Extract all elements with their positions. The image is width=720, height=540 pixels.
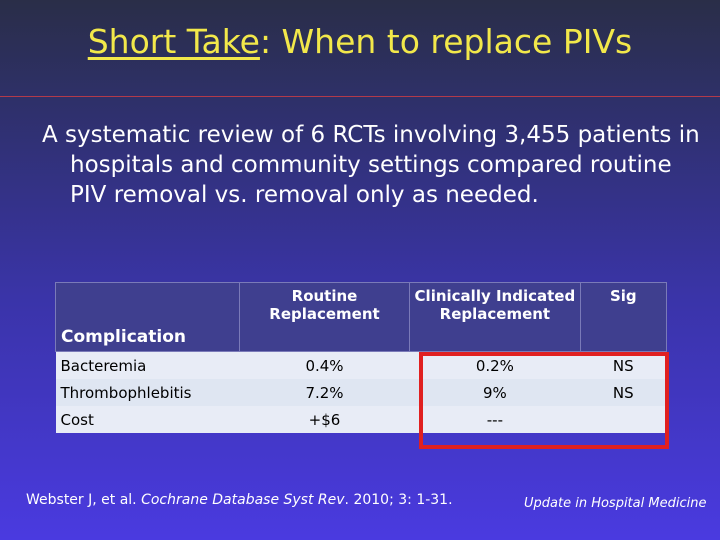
table-row: Bacteremia 0.4% 0.2% NS — [55, 351, 667, 379]
header-routine: Routine Replacement — [238, 282, 411, 352]
title-rest: : When to replace PIVs — [259, 22, 633, 61]
cell-clinical: --- — [409, 406, 581, 433]
cell-clinical: 9% — [409, 379, 581, 406]
cell-sig: NS — [580, 351, 667, 379]
cell-complication: Thrombophlebitis — [55, 379, 240, 406]
cell-complication: Cost — [55, 406, 240, 433]
citation-journal: Cochrane Database Syst Rev — [141, 492, 345, 508]
slide-title: Short Take: When to replace PIVs — [0, 22, 720, 61]
cell-complication: Bacteremia — [55, 351, 240, 379]
cell-routine: 0.4% — [239, 351, 410, 379]
header-clinical: Clinically Indicated Replacement — [409, 282, 581, 352]
title-underlined: Short Take — [87, 22, 260, 61]
cell-routine: +$6 — [239, 406, 410, 433]
highlight-box — [419, 352, 669, 449]
complication-table: Complication Routine Replacement Clinica… — [55, 282, 668, 433]
table-header-row: Complication Routine Replacement Clinica… — [55, 282, 668, 352]
brand-footer: Update in Hospital Medicine — [524, 496, 707, 511]
header-complication: Complication — [55, 282, 240, 352]
citation-authors: Webster J, et al. — [26, 492, 142, 508]
cell-routine: 7.2% — [239, 379, 410, 406]
title-divider — [0, 96, 720, 97]
citation: Webster J, et al. Cochrane Database Syst… — [26, 492, 453, 508]
header-sig: Sig — [579, 282, 668, 352]
body-paragraph: A systematic review of 6 RCTs involving … — [42, 122, 700, 208]
cell-sig — [580, 406, 667, 433]
table-row: Cost +$6 --- — [55, 406, 667, 433]
citation-details: . 2010; 3: 1-31. — [344, 492, 453, 508]
table-row: Thrombophlebitis 7.2% 9% NS — [55, 379, 667, 406]
cell-clinical: 0.2% — [409, 351, 581, 379]
cell-sig: NS — [580, 379, 667, 406]
